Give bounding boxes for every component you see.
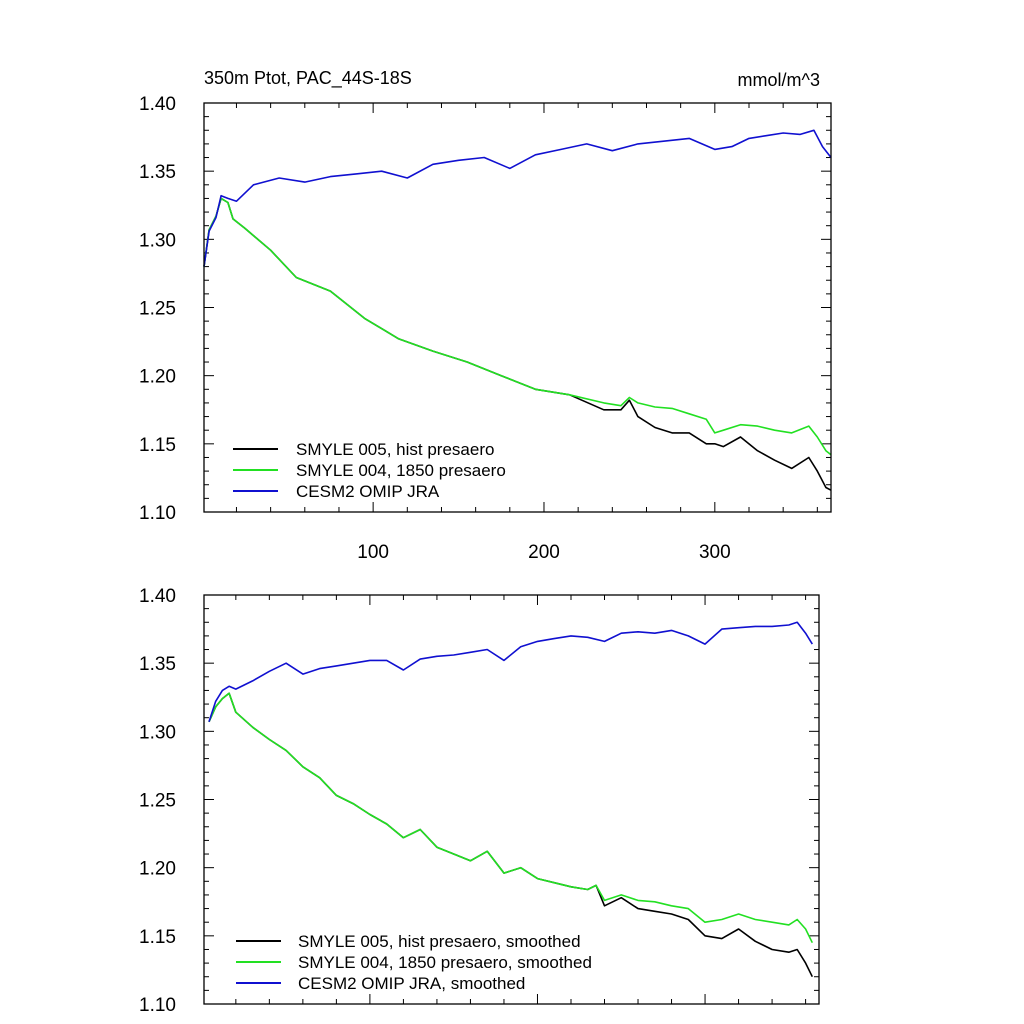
top-axis-ticks: 1.10 1.15 1.20 1.25 1.30 1.35 1.40 100 200 300	[139, 94, 831, 563]
bottom-legend-label-1: SMYLE 005, hist presaero, smoothed	[298, 932, 581, 951]
top-xtick-label: 200	[528, 542, 560, 563]
bottom-series-line-2	[208, 692, 814, 944]
bottom-legend-label-2: SMYLE 004, 1850 presaero, smoothed	[298, 953, 592, 972]
top-chart-title: 350m Ptot, PAC_44S-18S	[204, 68, 412, 89]
bottom-series-group	[208, 621, 814, 978]
bottom-panel: 1.10 1.15 1.20 1.25 1.30 1.35 1.40 SMYLE 005, …	[139, 586, 820, 1016]
top-xtick-label: 100	[357, 542, 389, 563]
top-ytick-label: 1.40	[139, 94, 176, 115]
bottom-ytick-label: 1.20	[139, 859, 176, 880]
top-ytick-label: 1.35	[139, 162, 176, 183]
bottom-ytick-label: 1.15	[139, 927, 176, 948]
top-ytick-label: 1.20	[139, 367, 176, 388]
bottom-legend: SMYLE 005, hist presaero, smoothed SMYLE…	[236, 932, 592, 993]
top-ytick-label: 1.30	[139, 230, 176, 251]
bottom-ytick-label: 1.25	[139, 791, 176, 812]
bottom-axis-ticks: 1.10 1.15 1.20 1.25 1.30 1.35 1.40	[139, 586, 819, 1016]
top-panel: 350m Ptot, PAC_44S-18S mmol/m^3 1.10 1.15…	[139, 68, 832, 563]
top-ytick-label: 1.25	[139, 299, 176, 320]
top-ytick-label: 1.15	[139, 435, 176, 456]
top-chart-units: mmol/m^3	[738, 70, 820, 90]
top-series-line-3	[203, 129, 832, 267]
top-legend-label-1: SMYLE 005, hist presaero	[296, 440, 494, 459]
top-legend-label-2: SMYLE 004, 1850 presaero	[296, 461, 506, 480]
bottom-legend-label-3: CESM2 OMIP JRA, smoothed	[298, 974, 525, 993]
bottom-plot-frame	[203, 594, 820, 1005]
bottom-series-line-3	[208, 621, 813, 723]
bottom-ytick-label: 1.40	[139, 586, 176, 607]
top-series-line-2	[203, 197, 832, 456]
top-ytick-label: 1.10	[139, 503, 176, 524]
top-legend: SMYLE 005, hist presaero SMYLE 004, 1850…	[233, 440, 506, 501]
top-xtick-label: 300	[699, 542, 731, 563]
bottom-ytick-label: 1.10	[139, 995, 176, 1016]
bottom-ytick-label: 1.30	[139, 722, 176, 743]
top-legend-label-3: CESM2 OMIP JRA	[296, 482, 440, 501]
top-plot-frame	[203, 102, 832, 513]
top-series-group	[203, 129, 832, 491]
bottom-ytick-label: 1.35	[139, 654, 176, 675]
